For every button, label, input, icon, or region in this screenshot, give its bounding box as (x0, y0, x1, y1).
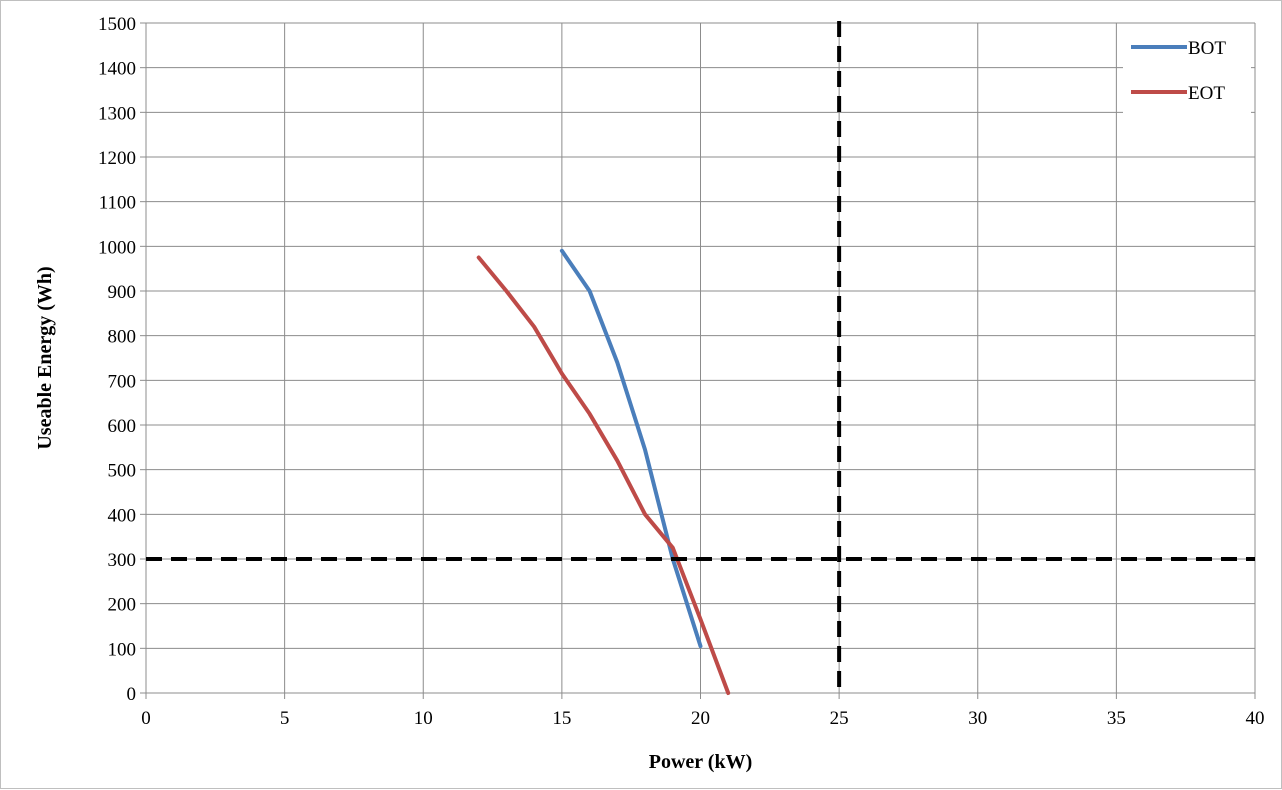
y-tick-label: 300 (108, 550, 137, 571)
y-tick-label: 100 (108, 639, 137, 660)
x-tick-label: 5 (280, 708, 290, 729)
series-line-eot (476, 255, 731, 695)
y-tick-label: 1400 (98, 59, 136, 80)
tick-labels: 0100200300400500600700800900100011001200… (98, 14, 1265, 729)
x-tick-label: 30 (968, 708, 987, 729)
y-tick-label: 1200 (98, 148, 136, 169)
x-tick-label: 10 (414, 708, 433, 729)
series-layer (476, 248, 731, 695)
y-tick-label: 1300 (98, 103, 136, 124)
legend-background (1123, 29, 1251, 115)
y-tick-label: 400 (108, 505, 137, 526)
x-tick-label: 0 (141, 708, 151, 729)
reference-lines (146, 21, 1255, 693)
y-tick-label: 1000 (98, 237, 136, 258)
y-tick-label: 500 (108, 461, 137, 482)
x-axis-title: Power (kW) (649, 751, 753, 773)
legend-label-eot: EOT (1188, 83, 1225, 104)
y-tick-label: 700 (108, 371, 137, 392)
legend: BOT EOT (1123, 29, 1251, 115)
x-tick-label: 15 (552, 708, 571, 729)
y-tick-label: 600 (108, 416, 137, 437)
y-tick-label: 1100 (99, 193, 136, 214)
y-tick-label: 1500 (98, 14, 136, 35)
y-tick-label: 800 (108, 327, 137, 348)
y-tick-label: 0 (127, 684, 137, 705)
axes (140, 22, 1256, 699)
series-line-bot (559, 248, 703, 649)
x-tick-label: 35 (1107, 708, 1126, 729)
x-tick-label: 25 (830, 708, 849, 729)
legend-label-bot: BOT (1188, 38, 1226, 59)
y-tick-label: 900 (108, 282, 137, 303)
grid (146, 22, 1256, 693)
y-axis-title: Useable Energy (Wh) (34, 266, 56, 449)
x-tick-label: 20 (691, 708, 710, 729)
x-tick-label: 40 (1246, 708, 1265, 729)
y-tick-label: 200 (108, 595, 137, 616)
